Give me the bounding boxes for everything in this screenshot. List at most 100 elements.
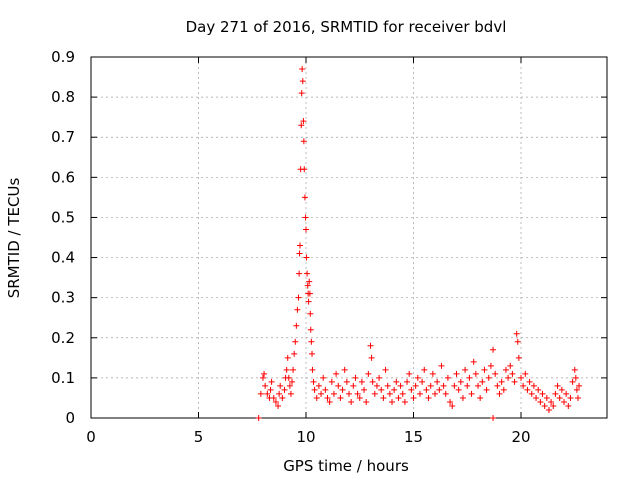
- data-point: [384, 382, 391, 389]
- data-point: [299, 66, 306, 73]
- data-point: [427, 382, 434, 389]
- data-point: [514, 338, 521, 345]
- data-point: [296, 250, 303, 257]
- data-point: [309, 366, 316, 373]
- data-point: [438, 362, 445, 369]
- data-point: [352, 374, 359, 381]
- y-tick-label: 0.7: [51, 128, 75, 146]
- data-point: [410, 394, 417, 401]
- data-point: [457, 378, 464, 385]
- data-point: [376, 374, 383, 381]
- data-point: [505, 374, 512, 381]
- data-point: [552, 390, 559, 397]
- data-point: [470, 358, 477, 365]
- data-point: [276, 390, 283, 397]
- data-point: [444, 374, 451, 381]
- data-point: [494, 382, 501, 389]
- data-point: [509, 370, 516, 377]
- data-point: [270, 394, 277, 401]
- x-tick-labels: 0 5 10 15 20: [86, 428, 530, 446]
- data-point: [490, 346, 497, 353]
- data-point: [272, 398, 279, 405]
- data-point: [479, 378, 486, 385]
- data-points: [255, 66, 583, 421]
- data-point: [511, 378, 518, 385]
- chart-title: Day 271 of 2016, SRMTID for receiver bdv…: [186, 18, 507, 36]
- data-point: [354, 390, 361, 397]
- data-point: [306, 290, 313, 297]
- axis-ticks: [90, 56, 607, 419]
- data-point: [453, 370, 460, 377]
- data-point: [397, 382, 404, 389]
- data-point: [550, 402, 557, 409]
- data-point: [322, 386, 329, 393]
- data-point: [554, 382, 561, 389]
- data-point: [293, 322, 300, 329]
- data-point: [291, 350, 298, 357]
- data-point: [268, 378, 275, 385]
- data-point: [569, 378, 576, 385]
- data-point: [442, 390, 449, 397]
- grid-lines: [91, 57, 607, 418]
- data-point: [346, 390, 352, 397]
- data-point: [556, 394, 563, 401]
- data-point: [295, 294, 302, 301]
- y-tick-label: 0.4: [51, 249, 75, 267]
- data-point: [356, 394, 363, 401]
- data-point: [304, 270, 311, 277]
- data-point: [573, 386, 580, 393]
- data-point: [393, 378, 400, 385]
- data-point: [391, 386, 398, 393]
- plot-frame: [90, 56, 608, 419]
- x-tick-label: 5: [194, 428, 204, 446]
- data-point: [296, 270, 303, 277]
- data-point: [483, 386, 490, 393]
- data-point: [487, 362, 494, 369]
- data-point: [530, 382, 537, 389]
- data-point: [301, 194, 308, 201]
- data-point: [361, 386, 368, 393]
- data-point: [279, 394, 286, 401]
- data-point: [466, 374, 473, 381]
- data-point: [548, 398, 555, 405]
- data-point: [330, 390, 337, 397]
- data-point: [518, 374, 524, 381]
- data-point: [304, 282, 311, 289]
- data-point: [358, 378, 365, 385]
- data-point: [567, 394, 574, 401]
- data-point: [310, 378, 317, 385]
- data-point: [386, 390, 393, 397]
- data-point: [365, 370, 372, 377]
- y-tick-label: 0.3: [51, 289, 75, 307]
- data-point: [541, 402, 548, 409]
- data-point: [535, 386, 542, 393]
- data-point: [576, 382, 583, 389]
- y-tick-label: 0.9: [51, 48, 75, 66]
- data-point: [498, 378, 505, 385]
- data-point: [412, 382, 419, 389]
- data-point: [275, 402, 282, 409]
- y-tick-label: 0.6: [51, 168, 75, 186]
- data-point: [432, 390, 438, 397]
- data-point: [305, 298, 312, 305]
- data-point: [558, 386, 565, 393]
- x-tick-label: 10: [296, 428, 315, 446]
- data-point: [421, 366, 428, 373]
- data-point: [292, 338, 299, 345]
- data-point: [472, 370, 479, 377]
- y-axis-label: SRMTID / TECUs: [5, 178, 23, 299]
- data-point: [299, 78, 306, 85]
- data-point: [399, 390, 406, 397]
- data-point: [363, 398, 370, 405]
- data-point: [395, 394, 402, 401]
- data-point: [294, 306, 301, 313]
- y-tick-label: 0.1: [51, 369, 75, 387]
- data-point: [260, 374, 266, 381]
- data-point: [298, 122, 305, 129]
- data-point: [545, 406, 552, 413]
- data-point: [368, 354, 375, 361]
- x-tick-label: 15: [404, 428, 423, 446]
- data-point: [350, 382, 357, 389]
- data-point: [408, 386, 415, 393]
